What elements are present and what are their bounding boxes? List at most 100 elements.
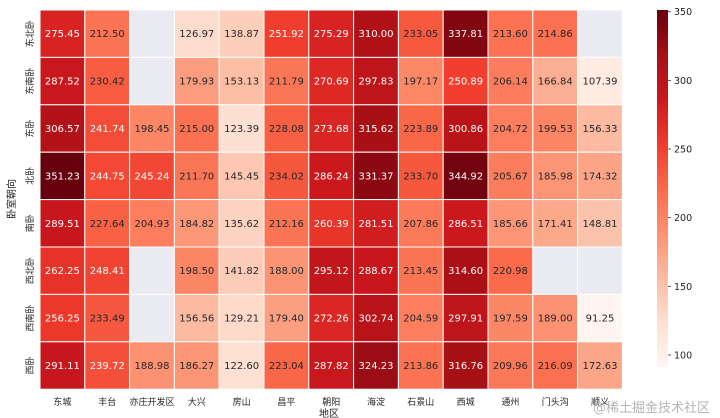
heatmap-cell [442, 293, 489, 343]
heatmap-cell [442, 151, 489, 201]
cell-value-label: 122.60 [224, 361, 259, 372]
heatmap-cell [39, 56, 86, 106]
cell-value-label: 233.05 [403, 29, 438, 40]
cell-value-label: 209.96 [493, 361, 528, 372]
heatmap-cell [39, 293, 86, 343]
x-axis-label: 地区 [319, 407, 339, 418]
heatmap-cell [39, 151, 86, 201]
cell-value-label: 337.81 [448, 29, 483, 40]
heatmap-cell [308, 246, 355, 295]
y-tick-label: 南卧 [24, 214, 36, 232]
heatmap-cell [263, 199, 310, 248]
heatmap-cell [84, 293, 131, 343]
heatmap-cell [129, 341, 175, 390]
heatmap-cell [353, 246, 399, 295]
y-axis-label: 卧室朝向 [5, 179, 18, 219]
heatmap-cell [487, 56, 534, 106]
cell-value-label: 174.32 [583, 171, 618, 182]
cell-value-label: 314.60 [448, 266, 483, 277]
heatmap-cell [308, 199, 355, 248]
heatmap-cell [308, 56, 355, 106]
cell-value-label: 248.41 [90, 266, 125, 277]
cell-value-label: 287.52 [45, 77, 80, 88]
heatmap-cell [577, 293, 623, 343]
x-tick-label: 大兴 [188, 396, 206, 408]
cell-value-label: 214.86 [538, 29, 573, 40]
colorbar-ticks: 100 150 200 250 300 350 [668, 7, 692, 361]
heatmap-cell [218, 199, 265, 248]
x-tick-label: 亦庄开发区 [129, 396, 174, 408]
cell-value-label: 324.23 [359, 361, 394, 372]
heatmap-cell [442, 341, 489, 390]
cell-value-label: 316.76 [448, 361, 483, 372]
cell-value-label: 129.21 [224, 314, 259, 325]
cell-value-label: 166.84 [538, 77, 573, 88]
heatmap-cell [577, 104, 623, 153]
heatmap-cell [218, 341, 265, 390]
cell-value-label: 275.29 [314, 29, 349, 40]
heatmap-cell [487, 151, 534, 201]
cell-value-label: 156.56 [179, 314, 214, 325]
cell-value-label: 272.26 [314, 314, 349, 325]
cell-value-label: 204.72 [493, 124, 528, 135]
cell-value-label: 205.67 [493, 171, 528, 182]
x-tick-label: 门头沟 [542, 396, 569, 408]
cell-value-label: 199.53 [538, 124, 573, 135]
y-tick-label: 西卧 [24, 356, 36, 374]
cell-value-label: 310.00 [359, 29, 394, 40]
cell-value-label: 273.68 [314, 124, 349, 135]
cell-value-label: 286.24 [314, 171, 349, 182]
heatmap-cell-empty [577, 9, 623, 58]
cell-value-label: 153.13 [224, 77, 259, 88]
cell-value-label: 245.24 [135, 171, 170, 182]
heatmap-cell [263, 151, 310, 201]
cell-value-label: 126.97 [179, 29, 214, 40]
heatmap-cell [487, 293, 534, 343]
cell-value-label: 171.41 [538, 219, 573, 230]
heatmap-cell [308, 9, 355, 58]
heatmap-cell-empty [129, 9, 175, 58]
cell-value-label: 244.75 [90, 171, 125, 182]
cell-value-label: 185.98 [538, 171, 573, 182]
cell-value-label: 239.72 [90, 361, 125, 372]
cell-value-label: 251.92 [269, 29, 304, 40]
heatmap-cell-empty [129, 293, 175, 343]
cell-value-label: 289.51 [45, 219, 80, 230]
cell-value-label: 297.91 [448, 314, 483, 325]
cell-value-label: 291.11 [45, 361, 80, 372]
heatmap-cell [218, 104, 265, 153]
cell-value-label: 223.04 [269, 361, 304, 372]
heatmap-cell [487, 246, 534, 295]
heatmap-cell [397, 246, 444, 295]
x-axis-tick-labels: 东城 丰台 亦庄开发区 大兴 房山 昌平 朝阳 海淀 石景山 西城 通州 门头沟 顺义 [53, 396, 609, 408]
y-tick-label: 东南卧 [24, 68, 36, 95]
cell-value-label: 212.50 [90, 29, 125, 40]
heatmap-cell [353, 341, 399, 390]
heatmap-cell [487, 341, 534, 390]
cell-value-label: 213.60 [493, 29, 528, 40]
cell-value-label: 123.39 [224, 124, 259, 135]
heatmap-cell [263, 246, 310, 295]
heatmap-cell [308, 341, 355, 390]
cell-value-label: 281.51 [359, 219, 394, 230]
heatmap-cell [173, 293, 220, 343]
heatmap-cell-empty [532, 246, 579, 295]
cell-value-label: 135.62 [224, 219, 259, 230]
cell-value-label: 302.74 [359, 314, 394, 325]
cell-value-label: 250.89 [448, 77, 483, 88]
cell-value-label: 197.59 [493, 314, 528, 325]
cell-value-label: 230.42 [90, 77, 125, 88]
y-tick-label: 东北卧 [24, 20, 36, 47]
cell-value-label: 275.45 [45, 29, 80, 40]
cell-value-label: 91.25 [586, 314, 615, 325]
cell-value-label: 212.16 [269, 219, 304, 230]
heatmap-cell [487, 9, 534, 58]
colorbar-tick-label: 150 [674, 282, 692, 293]
x-tick-label: 海淀 [367, 396, 385, 408]
heatmap-cell [442, 199, 489, 248]
cell-value-label: 179.40 [269, 314, 304, 325]
cell-value-label: 213.45 [403, 266, 438, 277]
cell-value-label: 288.67 [359, 266, 394, 277]
x-tick-label: 通州 [501, 397, 519, 408]
